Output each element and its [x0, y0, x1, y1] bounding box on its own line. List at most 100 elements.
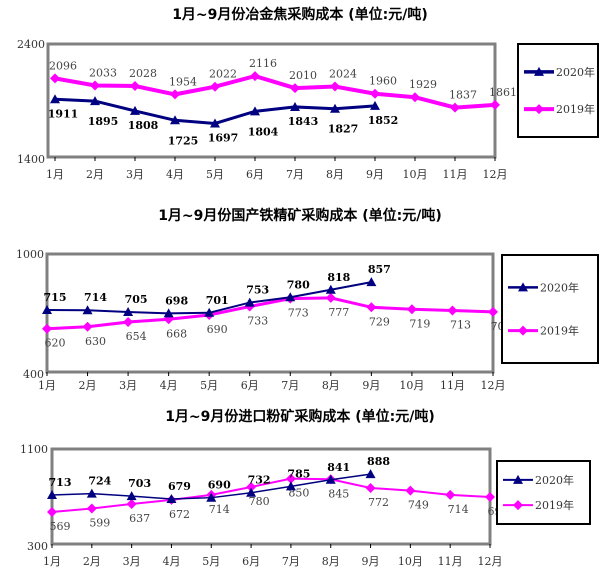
- data-label: 1808: [128, 119, 159, 132]
- data-point-triangle: [290, 101, 300, 111]
- y-tick-label: 1100: [20, 443, 48, 456]
- data-label: 1843: [288, 115, 319, 128]
- data-point-diamond: [210, 81, 220, 92]
- data-label: 777: [328, 306, 349, 319]
- x-tick-label: 12月: [481, 379, 506, 392]
- x-tick-label: 11月: [443, 168, 468, 181]
- data-point-diamond: [130, 81, 140, 92]
- data-point-triangle: [82, 305, 93, 315]
- data-label: 690: [207, 323, 228, 336]
- x-tick-label: 12月: [483, 168, 508, 181]
- x-tick-label: 11月: [438, 555, 463, 568]
- y-tick-label: 300: [27, 540, 48, 553]
- data-label: 1861: [489, 86, 517, 99]
- data-label: 841: [327, 461, 350, 474]
- data-point-diamond: [90, 80, 100, 91]
- data-point-triangle: [166, 493, 177, 503]
- data-point-triangle: [250, 106, 260, 116]
- data-point-diamond: [450, 102, 460, 113]
- data-point-diamond: [488, 306, 498, 317]
- data-label: 857: [368, 263, 391, 276]
- data-point-diamond: [447, 305, 458, 316]
- data-label: 569: [50, 520, 71, 533]
- data-label: 780: [287, 278, 310, 291]
- x-tick-label: 10月: [398, 555, 423, 568]
- data-point-diamond: [485, 491, 495, 502]
- y-tick-label: 1400: [17, 153, 45, 166]
- legend-label: 2020年: [535, 473, 574, 487]
- x-tick-label: 4月: [160, 379, 178, 392]
- data-label: 714: [448, 503, 469, 516]
- legend-label: 2020年: [540, 280, 579, 294]
- data-point-diamond: [325, 292, 336, 303]
- data-point-diamond: [126, 498, 137, 509]
- legend-label: 2020年: [556, 65, 595, 79]
- data-label: 714: [209, 503, 230, 516]
- data-label: 1911: [48, 107, 79, 120]
- data-point-diamond: [370, 88, 380, 99]
- data-label: 698: [165, 294, 188, 307]
- data-label: 715: [44, 291, 67, 304]
- data-label: 729: [369, 315, 390, 328]
- data-label: 2028: [129, 67, 157, 80]
- x-tick-label: 1月: [43, 555, 61, 568]
- data-point-triangle: [204, 307, 215, 317]
- data-label: 2096: [49, 59, 77, 72]
- x-tick-label: 5月: [202, 555, 220, 568]
- data-point-triangle: [325, 284, 336, 294]
- data-label: 2010: [289, 69, 317, 82]
- data-label: 719: [409, 317, 430, 330]
- legend-triangle-icon: [518, 282, 528, 292]
- data-point-triangle: [365, 469, 376, 479]
- data-label: 1837: [449, 89, 477, 102]
- data-point-triangle: [163, 308, 174, 318]
- y-tick-label: 1000: [16, 248, 44, 261]
- data-label: 1960: [369, 75, 397, 88]
- data-point-triangle: [325, 474, 336, 484]
- data-label: 1697: [208, 131, 239, 144]
- data-point-triangle: [366, 277, 377, 287]
- data-point-diamond: [290, 83, 300, 94]
- data-point-diamond: [86, 503, 97, 514]
- legend-box: [517, 43, 599, 138]
- data-point-triangle: [285, 481, 296, 491]
- x-tick-label: 5月: [200, 379, 218, 392]
- data-label: 672: [169, 508, 190, 521]
- data-point-diamond: [366, 302, 377, 313]
- data-label: 630: [85, 335, 106, 348]
- data-point-diamond: [405, 485, 416, 496]
- data-point-diamond: [170, 89, 180, 100]
- x-tick-label: 3月: [126, 168, 144, 181]
- y-tick-label: 400: [23, 368, 44, 381]
- data-point-triangle: [210, 118, 220, 128]
- data-point-triangle: [370, 100, 380, 110]
- x-tick-label: 1月: [46, 168, 64, 181]
- data-label: 780: [249, 495, 270, 508]
- x-tick-label: 6月: [242, 555, 260, 568]
- data-label: 888: [367, 455, 390, 468]
- x-tick-label: 9月: [362, 555, 380, 568]
- data-label: 2116: [249, 57, 277, 70]
- chart-title: 1月~9月份国产铁精矿采购成本 (单位:元/吨): [158, 207, 442, 224]
- x-tick-label: 10月: [399, 379, 424, 392]
- data-point-diamond: [365, 482, 376, 493]
- data-point-diamond: [410, 92, 420, 103]
- x-tick-label: 7月: [282, 555, 300, 568]
- legend-label: 2019年: [540, 324, 579, 338]
- data-label: 713: [450, 318, 471, 331]
- legend-box: [501, 254, 599, 364]
- data-point-diamond: [285, 473, 296, 484]
- x-tick-label: 2月: [83, 555, 101, 568]
- x-tick-label: 9月: [366, 168, 384, 181]
- x-tick-label: 4月: [162, 555, 180, 568]
- x-tick-label: 8月: [326, 168, 344, 181]
- data-label: 705: [125, 293, 148, 306]
- legend-label: 2019年: [556, 102, 595, 116]
- data-label: 785: [287, 467, 310, 480]
- data-label: 772: [368, 496, 389, 509]
- x-tick-label: 1月: [38, 379, 56, 392]
- data-label: 654: [126, 330, 147, 343]
- x-tick-label: 4月: [166, 168, 184, 181]
- data-point-diamond: [82, 321, 93, 332]
